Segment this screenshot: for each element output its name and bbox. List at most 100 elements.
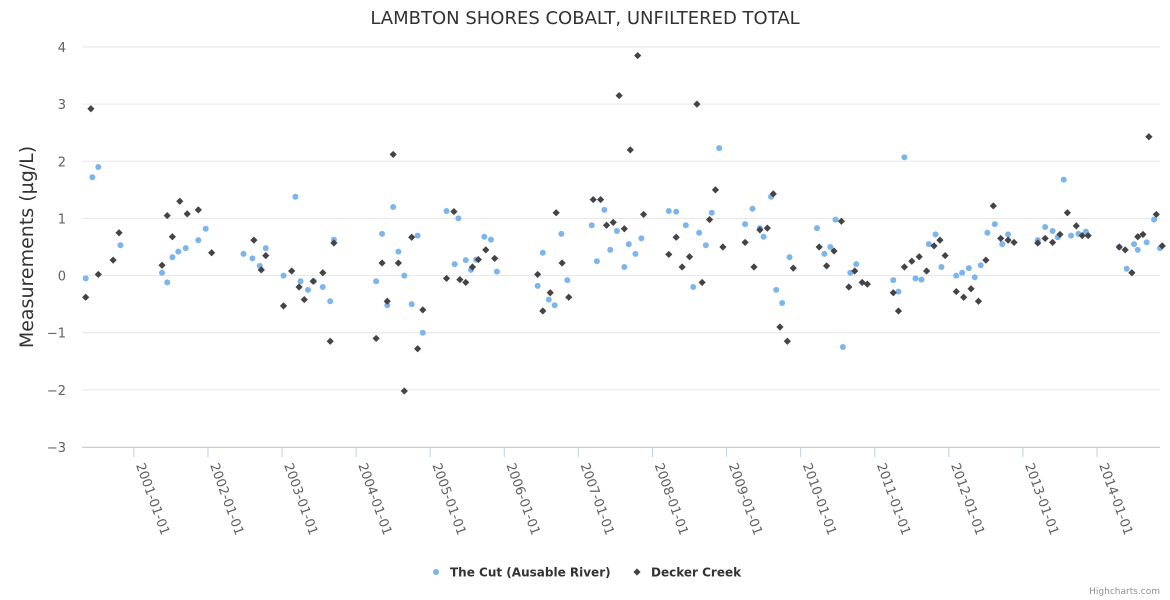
data-point[interactable] <box>786 254 793 261</box>
data-point[interactable] <box>319 269 327 277</box>
data-point[interactable] <box>202 225 209 232</box>
data-point[interactable] <box>967 285 975 293</box>
data-point[interactable] <box>250 236 258 244</box>
data-point[interactable] <box>1134 246 1141 253</box>
data-point[interactable] <box>565 293 573 301</box>
legend[interactable]: The Cut (Ausable River) Decker Creek <box>433 566 742 580</box>
data-point[interactable] <box>1072 222 1080 230</box>
data-point[interactable] <box>455 215 462 222</box>
data-point[interactable] <box>982 256 990 264</box>
data-point[interactable] <box>163 211 171 220</box>
data-point[interactable] <box>991 221 998 228</box>
data-point[interactable] <box>719 243 727 251</box>
data-point[interactable] <box>588 222 595 229</box>
data-point[interactable] <box>960 293 968 301</box>
data-point[interactable] <box>183 210 191 218</box>
data-point[interactable] <box>292 193 299 200</box>
data-point[interactable] <box>280 272 287 279</box>
data-point[interactable] <box>609 218 617 227</box>
data-point[interactable] <box>821 250 828 257</box>
data-point[interactable] <box>552 209 560 217</box>
data-point[interactable] <box>974 297 983 305</box>
data-point[interactable] <box>756 226 764 234</box>
data-point[interactable] <box>1034 239 1042 247</box>
data-point[interactable] <box>779 300 786 306</box>
data-point[interactable] <box>971 274 978 281</box>
data-point[interactable] <box>698 278 706 287</box>
data-point[interactable] <box>414 345 422 353</box>
data-point[interactable] <box>858 278 866 287</box>
data-point[interactable] <box>1060 176 1067 183</box>
data-point[interactable] <box>468 263 477 271</box>
data-point[interactable] <box>923 267 931 275</box>
data-point[interactable] <box>1049 228 1056 234</box>
data-point[interactable] <box>997 234 1005 243</box>
data-point[interactable] <box>822 262 831 270</box>
data-point[interactable] <box>115 229 123 237</box>
data-point[interactable] <box>94 270 102 279</box>
data-point[interactable] <box>401 272 408 279</box>
data-point[interactable] <box>1078 231 1086 240</box>
data-point[interactable] <box>984 229 991 236</box>
data-point[interactable] <box>288 267 296 275</box>
data-point[interactable] <box>408 301 415 308</box>
data-point[interactable] <box>1005 231 1012 238</box>
data-point[interactable] <box>379 230 386 237</box>
data-point[interactable] <box>395 248 402 255</box>
data-point[interactable] <box>117 242 124 249</box>
data-point[interactable] <box>932 231 939 238</box>
data-point[interactable] <box>545 296 552 303</box>
data-point[interactable] <box>182 245 189 252</box>
data-point[interactable] <box>665 208 672 214</box>
data-point[interactable] <box>262 245 269 252</box>
data-point[interactable] <box>672 233 680 241</box>
data-point[interactable] <box>319 284 326 290</box>
data-point[interactable] <box>965 265 972 272</box>
data-point[interactable] <box>851 267 859 275</box>
data-point[interactable] <box>249 255 256 262</box>
data-point[interactable] <box>389 150 397 159</box>
data-point[interactable] <box>952 287 960 296</box>
data-point[interactable] <box>621 264 628 270</box>
data-point[interactable] <box>1068 232 1075 239</box>
data-point[interactable] <box>534 282 541 289</box>
data-point[interactable] <box>1084 231 1092 240</box>
data-point[interactable] <box>763 224 771 232</box>
data-point[interactable] <box>1145 133 1153 141</box>
data-point[interactable] <box>419 329 426 336</box>
data-point[interactable] <box>534 270 542 279</box>
data-point[interactable] <box>487 236 494 243</box>
data-point[interactable] <box>240 250 247 257</box>
data-point[interactable] <box>462 278 470 287</box>
data-point[interactable] <box>1115 243 1123 251</box>
data-point[interactable] <box>601 206 608 213</box>
legend-item-the-cut[interactable]: The Cut (Ausable River) <box>433 566 611 580</box>
data-point[interactable] <box>372 334 380 343</box>
data-point[interactable] <box>602 221 611 229</box>
data-point[interactable] <box>451 261 458 268</box>
data-point[interactable] <box>208 249 216 257</box>
data-point[interactable] <box>326 337 334 345</box>
data-point[interactable] <box>394 259 402 267</box>
data-point[interactable] <box>953 272 960 279</box>
data-point[interactable] <box>900 263 908 271</box>
data-point[interactable] <box>564 277 571 284</box>
data-point[interactable] <box>853 261 860 268</box>
data-point[interactable] <box>414 232 421 239</box>
data-point[interactable] <box>912 275 919 282</box>
data-point[interactable] <box>830 247 838 255</box>
data-point[interactable] <box>175 248 182 255</box>
data-point[interactable] <box>419 306 427 314</box>
data-point[interactable] <box>597 195 605 204</box>
data-point[interactable] <box>894 307 903 315</box>
credits-link[interactable]: Highcharts.com <box>1089 587 1160 597</box>
data-point[interactable] <box>589 195 597 204</box>
data-point[interactable] <box>959 269 966 276</box>
data-point[interactable] <box>813 225 820 232</box>
data-point[interactable] <box>87 105 95 113</box>
data-point[interactable] <box>908 257 916 265</box>
data-point[interactable] <box>693 100 701 108</box>
data-point[interactable] <box>443 208 450 214</box>
data-point[interactable] <box>665 250 673 259</box>
data-point[interactable] <box>279 302 288 310</box>
